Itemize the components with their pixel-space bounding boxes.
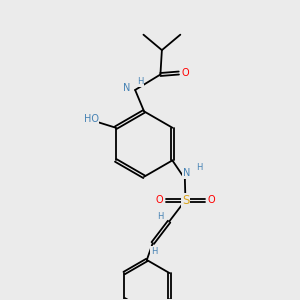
Text: H: H: [137, 77, 144, 86]
Text: N: N: [183, 169, 190, 178]
Text: N: N: [123, 83, 130, 94]
Text: H: H: [196, 163, 202, 172]
Text: H: H: [151, 247, 158, 256]
Text: H: H: [157, 212, 164, 221]
Text: S: S: [182, 194, 189, 207]
Text: O: O: [156, 195, 164, 205]
Text: O: O: [182, 68, 189, 78]
Text: HO: HO: [84, 114, 99, 124]
Text: O: O: [208, 195, 215, 205]
